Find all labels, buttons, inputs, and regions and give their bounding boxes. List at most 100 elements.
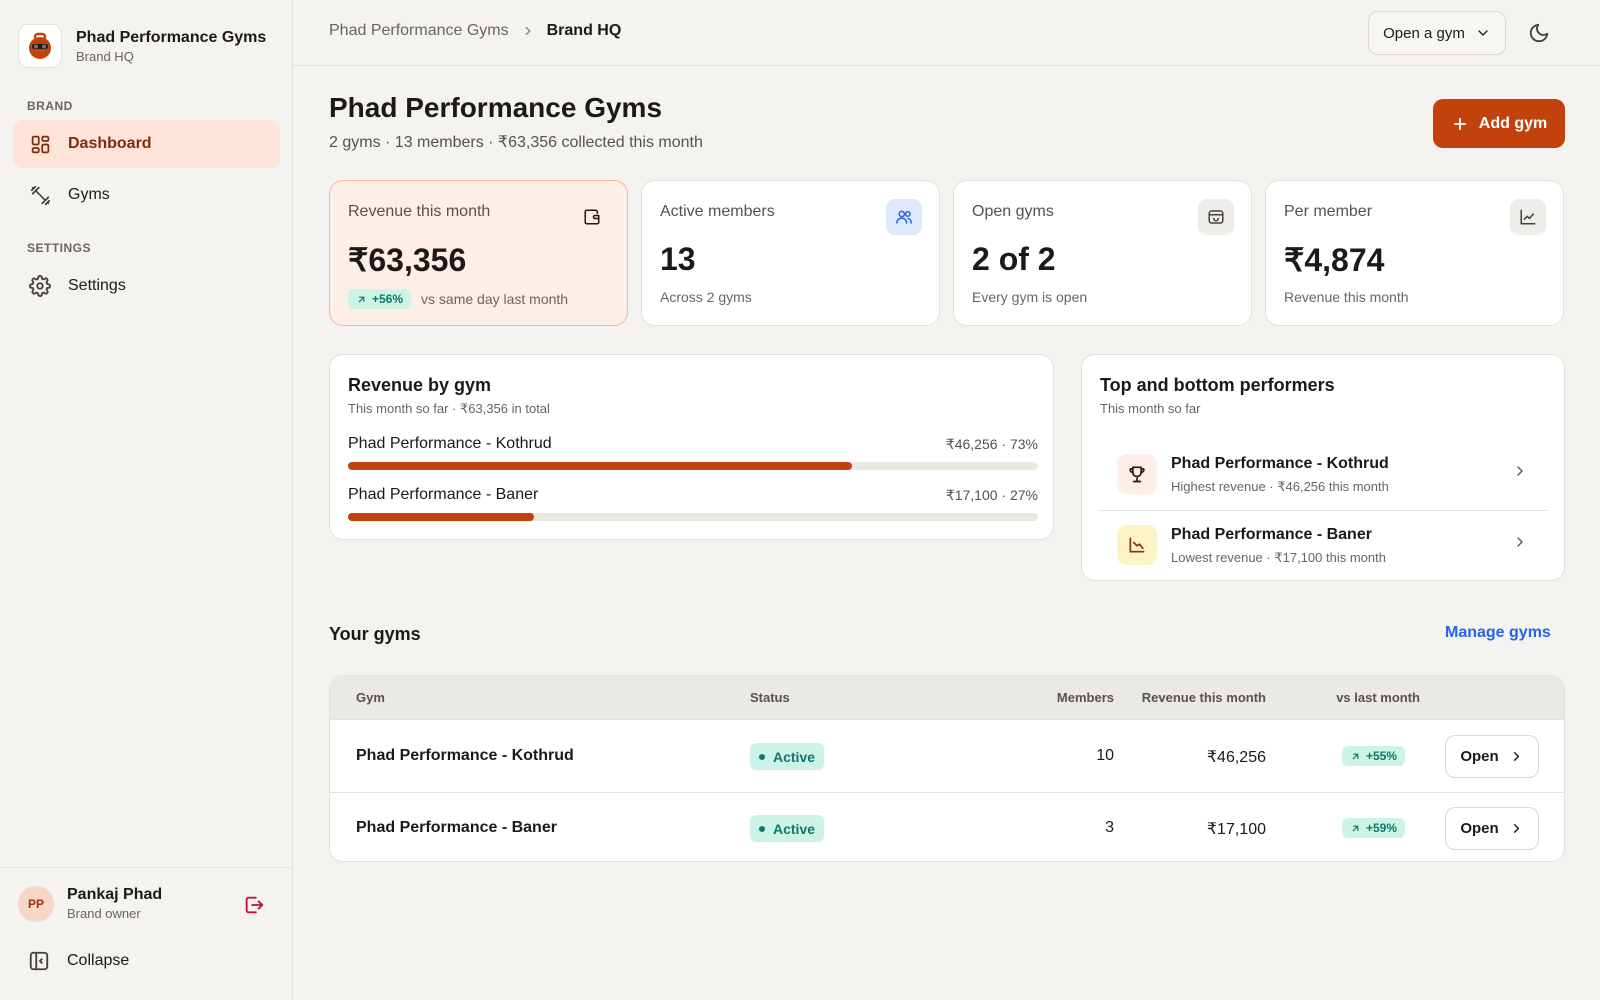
performer-top[interactable]: Phad Performance - Kothrud Highest reven…	[1099, 439, 1548, 509]
sidebar-divider	[0, 867, 293, 868]
kpi-value: ₹4,874	[1284, 242, 1385, 278]
column-header: Gym	[356, 690, 385, 705]
topbar: Phad Performance Gyms Brand HQ Open a gy…	[293, 0, 1600, 66]
open-gym-button[interactable]: Open	[1445, 807, 1539, 850]
column-header: Revenue this month	[1141, 690, 1266, 705]
sidebar-item-label: Settings	[68, 277, 126, 294]
chart-icon	[1510, 199, 1546, 235]
table-header: Gym Status Members Revenue this month vs…	[330, 676, 1564, 720]
kpi-revenue-card: Revenue this month ₹63,356 +56% vs same …	[329, 180, 628, 326]
user-name: Pankaj Phad	[67, 886, 163, 903]
gym-revenue: ₹17,100	[1206, 821, 1266, 838]
performers-card: Top and bottom performers This month so …	[1081, 354, 1565, 581]
sidebar-item-label: Dashboard	[68, 135, 152, 152]
chevron-right-icon	[1513, 824, 1519, 833]
section-label-settings: SETTINGS	[27, 241, 92, 255]
performer-name: Phad Performance - Kothrud	[1171, 454, 1389, 472]
kpi-foot-text: Every gym is open	[972, 289, 1088, 305]
revenue-gym-name: Phad Performance - Baner	[348, 486, 539, 503]
gyms-table: Gym Status Members Revenue this month vs…	[329, 675, 1565, 862]
divider	[1099, 510, 1548, 511]
page-title: Phad Performance Gyms	[329, 92, 663, 123]
sidebar-item-label: Gyms	[68, 186, 110, 203]
status-text: Active	[773, 748, 816, 765]
kpi-label: Open gyms	[972, 203, 1054, 220]
column-header: Status	[750, 690, 790, 705]
revenue-bar-track	[348, 513, 1038, 521]
performer-bottom[interactable]: Phad Performance - Baner Lowest revenue …	[1099, 510, 1548, 580]
sidebar-item-gyms[interactable]: Gyms	[13, 171, 280, 219]
dashboard-icon	[29, 133, 51, 155]
plus-icon	[1453, 117, 1466, 130]
logout-icon[interactable]	[242, 893, 266, 917]
trend-value: +55%	[1366, 749, 1398, 763]
section-title: Your gyms	[329, 624, 421, 644]
breadcrumb: Phad Performance Gyms Brand HQ	[329, 22, 621, 40]
trend-value: +56%	[372, 292, 404, 306]
add-gym-button[interactable]: Add gym	[1433, 99, 1565, 148]
brand-name: Phad Performance Gyms	[76, 28, 267, 46]
status-badge: Active	[750, 743, 825, 770]
card-subtitle: This month so far	[1100, 401, 1201, 416]
performer-name: Phad Performance - Baner	[1171, 525, 1372, 543]
kpi-label: Active members	[660, 203, 775, 220]
arrow-up-right-icon	[1352, 825, 1359, 831]
kpi-open-gyms-card: Open gyms 2 of 2 Every gym is open	[953, 180, 1252, 326]
kpi-label: Revenue this month	[348, 203, 491, 220]
kpi-label: Per member	[1284, 203, 1373, 220]
collapse-button[interactable]: Collapse	[28, 950, 129, 972]
arrow-up-right-icon	[1352, 753, 1359, 759]
open-gym-button[interactable]: Open	[1445, 735, 1539, 778]
kpi-foot: +56% vs same day last month	[348, 289, 568, 309]
card-title: Revenue by gym	[348, 375, 492, 395]
vs-last-month: +59%	[1342, 818, 1406, 839]
sidebar-item-dashboard[interactable]: Dashboard	[13, 120, 280, 168]
section-label-brand: BRAND	[27, 99, 73, 113]
open-gym-dropdown[interactable]: Open a gym	[1368, 11, 1506, 55]
breadcrumb-root[interactable]: Phad Performance Gyms	[329, 22, 509, 39]
store-icon	[1198, 199, 1234, 235]
gym-revenue: ₹46,256	[1206, 749, 1266, 766]
breadcrumb-current: Brand HQ	[546, 22, 622, 39]
revenue-gym-value: ₹46,256 · 73%	[945, 436, 1038, 452]
column-header: vs last month	[1336, 690, 1420, 705]
performer-desc: Lowest revenue · ₹17,100 this month	[1171, 549, 1386, 565]
performer-desc: Highest revenue · ₹46,256 this month	[1171, 478, 1389, 494]
gym-members: 3	[1105, 819, 1114, 836]
gym-members: 10	[1096, 747, 1114, 764]
wallet-icon	[574, 199, 610, 235]
table-row: Phad Performance - Kothrud Active 10 ₹46…	[330, 721, 1564, 792]
sidebar-toggle-icon	[28, 950, 50, 972]
revenue-bar-track	[348, 462, 1038, 470]
status-dot	[759, 753, 765, 760]
kpi-per-member-card: Per member ₹4,874 Revenue this month	[1265, 180, 1564, 326]
brand-header[interactable]: Phad Performance Gyms Brand HQ	[18, 24, 266, 68]
open-label: Open	[1460, 820, 1499, 837]
kpi-members-card: Active members 13 Across 2 gyms	[641, 180, 940, 326]
open-label: Open	[1460, 748, 1499, 765]
trend-value: +59%	[1366, 821, 1398, 835]
moon-icon[interactable]	[1526, 20, 1552, 46]
kpi-foot-text: Across 2 gyms	[660, 289, 752, 305]
sidebar-item-settings[interactable]: Settings	[13, 262, 280, 310]
brand-logo	[18, 24, 62, 68]
table-row: Phad Performance - Baner Active 3 ₹17,10…	[330, 792, 1564, 861]
kpi-value: ₹63,356	[348, 242, 467, 278]
vs-last-month: +55%	[1342, 746, 1406, 767]
trend-down-icon	[1117, 525, 1157, 565]
arrow-up-right-icon	[358, 296, 365, 302]
gym-name: Phad Performance - Kothrud	[356, 747, 574, 764]
gear-icon	[29, 275, 51, 297]
brand-subtitle: Brand HQ	[76, 48, 134, 64]
revenue-bar-fill	[348, 462, 852, 470]
kpi-foot-text: Revenue this month	[1284, 289, 1409, 305]
status-badge: Active	[750, 815, 825, 842]
page-subtitle: 2 gyms · 13 members · ₹63,356 collected …	[329, 134, 703, 151]
add-gym-label: Add gym	[1478, 114, 1548, 132]
kpi-value: 13	[660, 241, 696, 277]
status-dot	[759, 825, 765, 832]
chevron-right-icon	[521, 24, 535, 38]
card-title: Top and bottom performers	[1100, 375, 1335, 395]
sidebar: Phad Performance Gyms Brand HQ BRAND Das…	[0, 0, 293, 1000]
manage-gyms-link[interactable]: Manage gyms	[1445, 624, 1551, 641]
